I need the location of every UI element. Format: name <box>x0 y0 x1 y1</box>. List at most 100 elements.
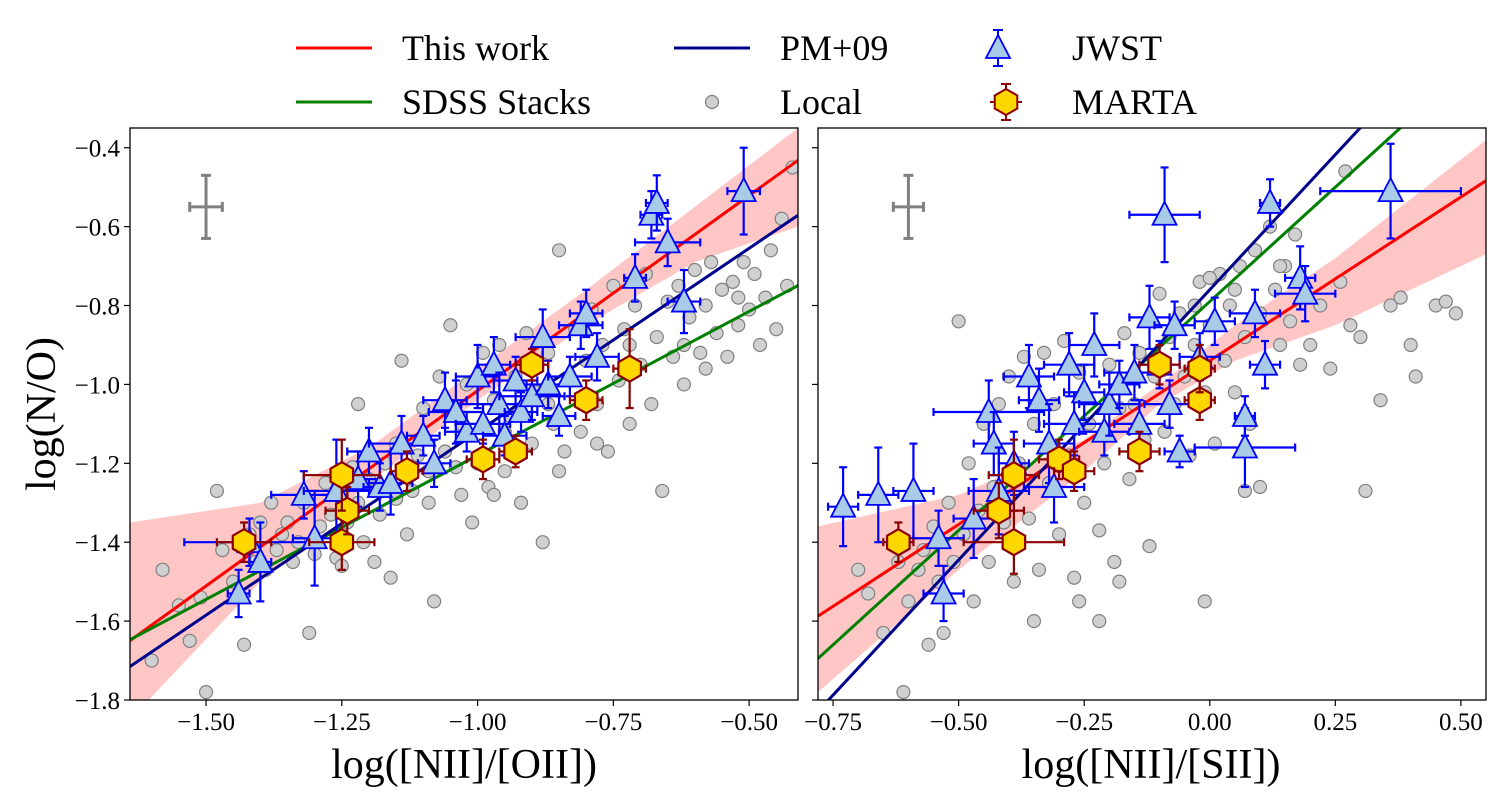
legend-label-jwst: JWST <box>1072 28 1162 68</box>
right-local-point-15 <box>951 314 966 329</box>
left-local-point-113 <box>486 487 501 502</box>
right-local-point-105 <box>1092 614 1107 629</box>
legend-marker-marta <box>990 83 1022 121</box>
left-local-point-93 <box>693 345 708 360</box>
right-local-point-94 <box>1383 298 1398 313</box>
right-jwst-point-37 <box>1291 278 1319 305</box>
left-typical-error-bar <box>188 173 224 240</box>
left-local-point-124 <box>698 361 713 376</box>
left-jwst-point-21 <box>502 365 530 392</box>
left-jwst-point-35 <box>670 286 698 313</box>
right-x-tick-label-2: −0.25 <box>1055 709 1113 736</box>
left-x-tick-label-1: −1.25 <box>313 709 371 736</box>
right-local-point-5 <box>896 685 911 700</box>
left-x-tick-label-0: −1.50 <box>177 709 235 736</box>
right-marta-point-8 <box>1187 385 1213 415</box>
left-marta-point-6 <box>503 437 528 466</box>
left-local-point-119 <box>454 487 469 502</box>
right-local-point-36 <box>1057 333 1072 349</box>
right-local-point-17 <box>961 456 976 471</box>
left-local-point-51 <box>465 515 480 530</box>
left-local-point-0 <box>144 653 159 668</box>
left-local-point-116 <box>589 436 605 451</box>
right-local-point-96 <box>1403 337 1418 353</box>
left-jwst-point-27 <box>556 361 584 388</box>
right-local-point-81 <box>1283 314 1298 329</box>
right-local-point-89 <box>1338 164 1353 179</box>
left-jwst-point-33 <box>643 188 671 214</box>
right-jwst-point-21 <box>1120 357 1148 384</box>
left-local-point-90 <box>676 377 692 392</box>
left-y-tick-label-5: −0.8 <box>75 294 120 321</box>
right-jwst-point-38 <box>1377 176 1405 203</box>
right-local-point-97 <box>1408 369 1423 384</box>
legend-label-marta: MARTA <box>1072 82 1197 122</box>
right-jwst-point-25 <box>1151 199 1179 226</box>
right-local-point-91 <box>1353 329 1368 345</box>
right-marta-point-1 <box>986 496 1012 525</box>
left-y-axis-title: log(N/O) <box>19 337 65 491</box>
legend-marker-jwst <box>984 29 1012 67</box>
left-local-point-99 <box>725 274 740 289</box>
right-jwst-point-23 <box>1136 302 1163 329</box>
right-local-point-79 <box>1272 337 1288 353</box>
left-local-point-68 <box>557 444 572 459</box>
left-local-point-39 <box>399 527 415 542</box>
left-x-axis-title: log([NII]/[OII]) <box>331 742 597 788</box>
right-local-point-68 <box>1217 353 1232 368</box>
legend-label-this-work: This work <box>402 28 549 68</box>
left-jwst-point-29 <box>572 298 600 325</box>
left-local-point-33 <box>367 554 382 570</box>
left-jwst-point-2 <box>246 546 274 573</box>
left-jwst-point-30 <box>583 341 611 368</box>
right-marta-point-0 <box>886 527 911 557</box>
right-local-point-70 <box>1227 385 1242 400</box>
right-x-tick-label-3: 0.00 <box>1188 709 1232 736</box>
right-jwst-point-32 <box>1231 401 1259 427</box>
left-local-point-115 <box>551 464 567 479</box>
left-x-tick-label-4: −0.50 <box>720 709 778 736</box>
right-jwst-point-1 <box>864 479 892 506</box>
left-local-point-85 <box>649 329 664 345</box>
left-jwst-point-36 <box>730 176 758 203</box>
right-jwst-point-16 <box>1070 377 1098 404</box>
right-local-point-13 <box>941 495 956 510</box>
left-marta-point-9 <box>617 354 643 383</box>
left-jwst-point-26 <box>545 401 573 427</box>
panel-right: log([NII]/[SII]) −0.75 −0.50 −0.25 0.00 0.25… <box>804 127 1487 788</box>
right-x-tick-label-4: 0.25 <box>1313 709 1357 736</box>
left-local-point-86 <box>655 483 670 499</box>
left-jwst-point-25 <box>534 369 562 396</box>
left-jwst-point-11 <box>409 420 437 447</box>
right-jwst-point-27 <box>1161 310 1189 337</box>
left-local-point-15 <box>269 542 284 558</box>
right-jwst-point-19 <box>1095 389 1123 416</box>
right-local-point-93 <box>1373 393 1388 408</box>
left-local-point-103 <box>747 266 762 282</box>
right-local-point-46 <box>1107 554 1122 570</box>
right-local-point-6 <box>901 594 916 609</box>
left-local-point-71 <box>573 424 588 439</box>
left-local-point-101 <box>736 255 751 270</box>
right-jwst-point-7 <box>980 428 1008 455</box>
left-local-point-104 <box>752 337 768 353</box>
legend-marker-local <box>704 94 720 110</box>
left-jwst-point-24 <box>529 322 557 348</box>
left-marta-point-5 <box>470 445 496 474</box>
left-local-point-95 <box>704 255 719 270</box>
right-local-point-110 <box>1227 282 1242 297</box>
right-jwst-point-33 <box>1241 298 1269 325</box>
right-jwst-point-13 <box>1040 472 1068 498</box>
left-jwst-point-10 <box>388 428 416 455</box>
right-jwst-point-35 <box>1256 188 1284 214</box>
right-local-point-7 <box>911 562 926 577</box>
right-plot-area <box>818 128 1486 700</box>
right-jwst-point-30 <box>1201 306 1229 333</box>
right-local-point-108 <box>1202 270 1217 286</box>
left-local-point-36 <box>383 570 398 585</box>
left-local-point-107 <box>769 322 784 337</box>
right-marta-point-2 <box>1001 460 1027 490</box>
right-marta-point-7 <box>1147 350 1172 379</box>
left-local-point-21 <box>302 625 317 641</box>
